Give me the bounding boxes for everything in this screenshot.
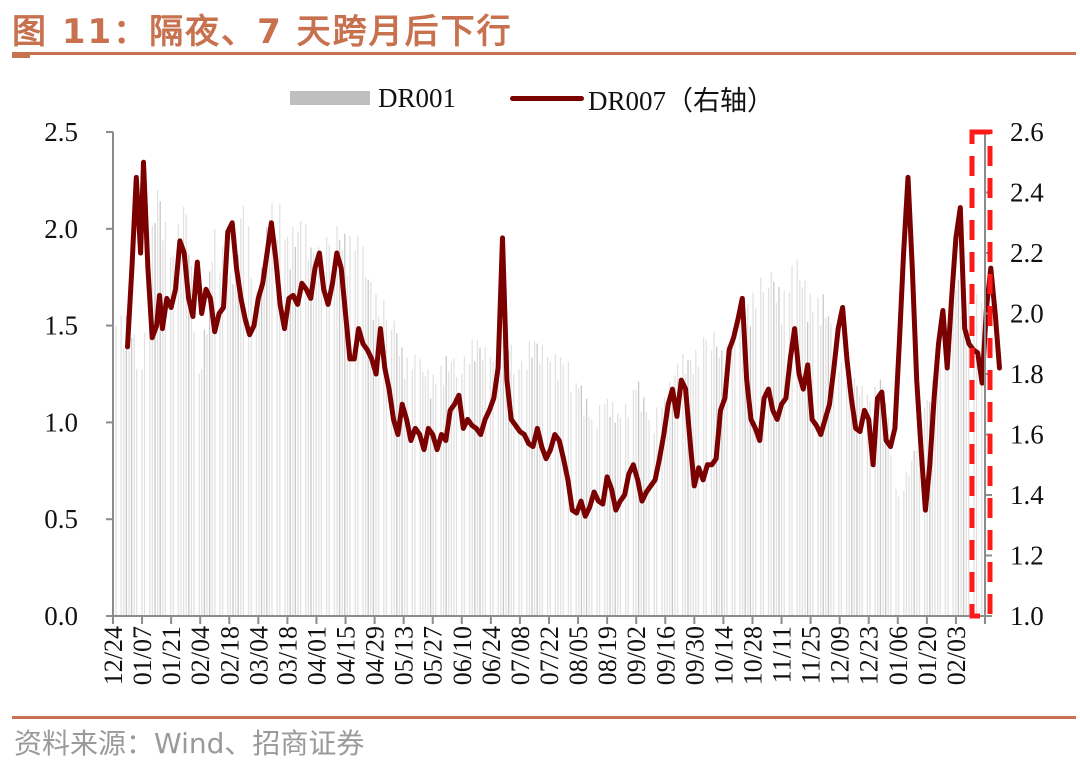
- x-axis-tick-label: 08/05: [564, 626, 593, 685]
- legend-dr007-label: DR007（右轴）: [588, 85, 775, 116]
- title-underline: [12, 52, 1076, 55]
- x-axis-tick-label: 05/13: [390, 626, 419, 685]
- x-axis-tick-label: 09/30: [680, 626, 709, 685]
- right-axis-tick-label: 2.0: [1010, 299, 1044, 329]
- chart-canvas: 0.0 0.5 1.0 1.5 2.0 2.5 1.0 1.2 1.4 1.6 1.8 2.0 2.2 2…: [44, 117, 1044, 685]
- title-underline-tick: [12, 55, 30, 58]
- legend-dr001-swatch-icon: [290, 91, 370, 105]
- dr001-bars: [115, 190, 983, 616]
- left-axis-tick-label: 1.5: [44, 311, 78, 341]
- left-axis-tick-label: 2.5: [44, 117, 78, 147]
- x-axis-tick-label: 02/18: [215, 626, 244, 685]
- x-axis-tick-label: 11/25: [797, 626, 826, 684]
- x-axis-tick-label: 07/22: [535, 626, 564, 685]
- legend-dr001-label: DR001: [378, 82, 457, 113]
- legend-dr007-swatch-icon: [510, 95, 585, 101]
- source-rule: [12, 716, 1076, 719]
- x-axis-tick-label: 09/02: [622, 626, 651, 685]
- x-axis-tick-label: 06/10: [448, 626, 477, 685]
- left-axis-tick-label: 0.5: [44, 504, 78, 534]
- x-axis-tick-label: 07/08: [506, 626, 535, 685]
- x-axis-tick-label: 05/27: [419, 626, 448, 685]
- x-axis-tick-label: 12/09: [826, 626, 855, 685]
- x-axis-tick-label: 06/24: [477, 626, 506, 685]
- dr007-line: [125, 159, 1002, 519]
- x-axis-tick-label: 09/16: [651, 626, 680, 685]
- left-axis-tick-label: 2.0: [44, 214, 78, 244]
- x-axis-tick-label: 10/28: [739, 626, 768, 685]
- x-axis-tick-label: 12/24: [99, 626, 128, 685]
- left-axis-tick-label: 1.0: [44, 407, 78, 437]
- figure-title: 图 11：隔夜、7 天跨月后下行: [12, 12, 513, 52]
- chart-legend: DR001 DR007（右轴）: [290, 80, 774, 116]
- right-axis-tick-label: 1.6: [1010, 420, 1044, 450]
- x-axis-tick-label: 02/03: [942, 626, 971, 685]
- x-axis-tick-label: 01/06: [884, 626, 913, 685]
- right-axis-tick-label: 1.0: [1010, 601, 1044, 631]
- right-axis-tick-label: 2.6: [1010, 117, 1044, 147]
- left-axis-tick-label: 0.0: [44, 601, 78, 631]
- right-axis-tick-label: 1.4: [1010, 480, 1044, 510]
- x-axis-tick-label: 03/18: [273, 626, 302, 685]
- x-axis-tick-label: 01/20: [913, 626, 942, 685]
- x-axis-tick-label: 01/07: [128, 626, 157, 685]
- right-axis-tick-label: 1.2: [1010, 541, 1044, 571]
- x-axis-tick-label: 01/21: [157, 626, 186, 685]
- x-axis-tick-label: 08/19: [593, 626, 622, 685]
- source-note: 资料来源：Wind、招商证券: [14, 727, 365, 760]
- right-axis-tick-label: 2.4: [1010, 178, 1044, 208]
- chart-axes: 0.0 0.5 1.0 1.5 2.0 2.5 1.0 1.2 1.4 1.6 1.8 2.0 2.2 2…: [44, 117, 1044, 685]
- x-axis-tick-label: 12/23: [855, 626, 884, 685]
- x-axis-tick-label: 03/04: [244, 626, 273, 685]
- x-axis-tick-label: 11/11: [768, 626, 797, 683]
- right-axis-tick-label: 2.2: [1010, 238, 1044, 268]
- x-axis-tick-label: 04/15: [332, 626, 361, 685]
- x-axis-tick-label: 04/29: [361, 626, 390, 685]
- x-axis-tick-label: 02/04: [186, 626, 215, 685]
- x-axis-tick-label: 04/01: [303, 626, 332, 685]
- highlight-box: [969, 129, 993, 619]
- x-axis-tick-label: 10/14: [709, 626, 738, 685]
- right-axis-tick-label: 1.8: [1010, 359, 1044, 389]
